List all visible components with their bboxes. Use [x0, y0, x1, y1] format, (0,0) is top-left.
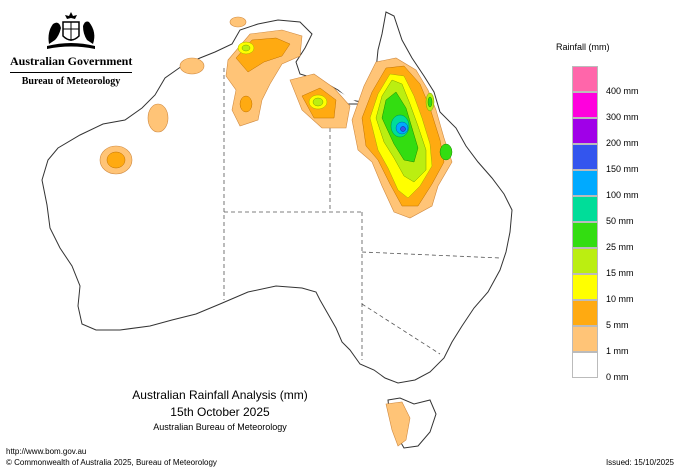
legend-item: 150 mm: [572, 144, 672, 174]
legend-swatch: [572, 352, 598, 378]
map-credit: Australian Bureau of Meteorology: [153, 422, 287, 432]
legend-item: 300 mm: [572, 92, 672, 122]
legend-item: 400 mm: [572, 66, 672, 96]
bureau-name: Bureau of Meteorology: [21, 76, 121, 87]
government-name: Australian Government: [10, 54, 133, 68]
legend-swatch: [572, 118, 598, 144]
legend-title: Rainfall (mm): [556, 42, 610, 52]
copyright-notice: © Commonwealth of Australia 2025, Bureau…: [6, 458, 217, 467]
legend-label: 100 mm: [606, 190, 639, 200]
legend-label: 15 mm: [606, 268, 634, 278]
logo-divider: [10, 72, 132, 73]
legend-swatch: [572, 274, 598, 300]
legend-label: 1 mm: [606, 346, 629, 356]
legend-swatch: [572, 196, 598, 222]
legend-item: 15 mm: [572, 248, 672, 278]
legend-label: 5 mm: [606, 320, 629, 330]
legend-item: 1 mm: [572, 326, 672, 356]
legend-swatch: [572, 300, 598, 326]
map-title: Australian Rainfall Analysis (mm): [132, 388, 308, 402]
legend-item: 50 mm: [572, 196, 672, 226]
legend-item: 0 mm: [572, 352, 672, 382]
legend-label: 50 mm: [606, 216, 634, 226]
legend-label: 200 mm: [606, 138, 639, 148]
legend-item: 5 mm: [572, 300, 672, 330]
legend-swatch: [572, 170, 598, 196]
map-date: 15th October 2025: [170, 405, 270, 419]
legend-label: 25 mm: [606, 242, 634, 252]
bom-url-link[interactable]: http://www.bom.gov.au: [6, 447, 87, 456]
issued-date: Issued: 15/10/2025: [605, 458, 674, 467]
legend-label: 10 mm: [606, 294, 634, 304]
legend-swatch: [572, 144, 598, 170]
legend-item: 10 mm: [572, 274, 672, 304]
legend-label: 300 mm: [606, 112, 639, 122]
legend-item: 100 mm: [572, 170, 672, 200]
legend-swatch: [572, 326, 598, 352]
legend-swatch: [572, 66, 598, 92]
coat-of-arms-icon: [47, 12, 95, 49]
legend-swatch: [572, 248, 598, 274]
legend-item: 200 mm: [572, 118, 672, 148]
legend-label: 400 mm: [606, 86, 639, 96]
legend-swatch: [572, 92, 598, 118]
legend-swatch: [572, 222, 598, 248]
legend-item: 25 mm: [572, 222, 672, 252]
bom-logo: Australian Government Bureau of Meteorol…: [10, 10, 132, 87]
legend-label: 0 mm: [606, 372, 629, 382]
legend-label: 150 mm: [606, 164, 639, 174]
rain-150mm: [400, 126, 406, 132]
